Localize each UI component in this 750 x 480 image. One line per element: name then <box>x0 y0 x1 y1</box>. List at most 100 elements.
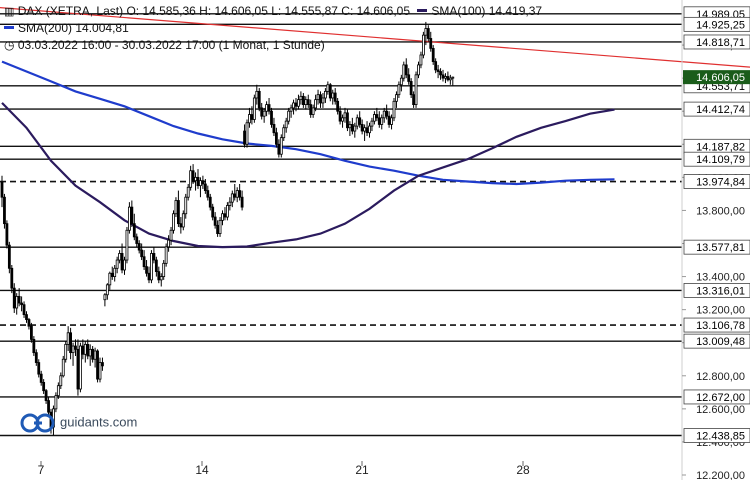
instrument-ohlc: DAX (XETRA, Last) O: 14.585,36 H: 14.606… <box>17 4 410 18</box>
candle-body <box>309 104 313 115</box>
candle-body <box>130 206 134 225</box>
candle-body <box>179 223 183 228</box>
candle-body <box>118 253 121 261</box>
candle-body <box>436 69 440 72</box>
candle-body <box>61 358 65 377</box>
candle-body <box>274 132 278 145</box>
candle-body <box>7 244 11 269</box>
candle-body <box>110 272 114 277</box>
candle-body <box>448 77 452 81</box>
candle-body <box>358 117 362 125</box>
candle-body <box>76 348 80 390</box>
candle-body <box>279 137 283 155</box>
candle-body <box>225 205 229 218</box>
candle-body <box>355 117 359 127</box>
candle-body <box>181 213 185 228</box>
candle-body <box>159 276 163 281</box>
candle-body <box>113 267 117 277</box>
candle-body <box>91 348 95 360</box>
candle-body <box>228 201 232 206</box>
candle-body <box>34 352 38 363</box>
y-tick-label: 13.400,00 <box>696 272 745 284</box>
last-price-box <box>683 70 750 85</box>
candle-body <box>368 125 371 134</box>
y-tick-label: 12.800,00 <box>696 371 745 383</box>
horizontal-levels <box>0 13 682 437</box>
level-label: 13.316,01 <box>696 285 745 297</box>
candle-body <box>333 92 337 102</box>
y-tick-label: 12.600,00 <box>696 404 745 416</box>
candle-body <box>434 61 438 71</box>
candle-body <box>115 259 119 269</box>
candle-body <box>328 84 332 99</box>
candle-body <box>284 120 288 129</box>
candle-body <box>194 176 197 182</box>
candle-body <box>238 190 242 198</box>
candle-body <box>233 193 237 198</box>
candle-body <box>32 339 36 354</box>
candle-body <box>304 99 308 105</box>
candle-body <box>184 196 188 215</box>
y-tick-label: 12.200,00 <box>696 470 745 480</box>
candle-body <box>22 304 26 316</box>
candle-body <box>12 287 16 309</box>
candle-body <box>395 94 398 102</box>
candle-body <box>404 64 408 76</box>
candle-body <box>199 180 202 187</box>
candle-body <box>39 373 43 383</box>
candle-body <box>407 74 411 82</box>
candle-body <box>392 100 396 119</box>
candle-body <box>301 95 305 106</box>
candle-body <box>282 127 286 139</box>
candle-body <box>176 200 180 225</box>
period-label: 03.03.2022 16:00 - 30.03.2022 17:00 (1 M… <box>17 38 325 52</box>
price-axis: 12.200,0012.400,0012.600,0012.800,0013.0… <box>681 0 750 480</box>
chart-type-icon: ▥ <box>4 6 15 18</box>
candle-body <box>56 385 60 397</box>
candle-body <box>297 99 300 107</box>
candle-body <box>37 362 41 375</box>
guidants-logo-text: guidants.com <box>60 414 138 430</box>
guidants-logo[interactable]: guidants.com <box>20 412 137 434</box>
resistance-trendline <box>0 7 750 68</box>
guidants-logo-icon <box>20 413 55 433</box>
candle-body <box>125 229 129 261</box>
candle-body <box>439 71 442 76</box>
candle-body <box>59 375 63 387</box>
x-tick-label: 21 <box>355 463 369 477</box>
level-label: 14.412,74 <box>696 104 745 116</box>
candle-body <box>230 193 234 203</box>
candle-body <box>426 28 430 39</box>
candle-body <box>17 296 21 304</box>
candle-body <box>86 343 90 357</box>
candle-body <box>201 180 205 185</box>
candle-body <box>216 224 220 234</box>
candle-body <box>252 97 256 120</box>
candle-body <box>123 259 126 271</box>
candle-body <box>451 76 455 79</box>
level-label: 13.106,78 <box>696 320 745 332</box>
candle-body <box>103 294 107 301</box>
sma200-header: SMA(200) 14.004,81 <box>4 21 129 35</box>
candle-body <box>83 343 87 355</box>
time-axis: 7 14 21 28 <box>38 461 530 477</box>
candle-body <box>316 94 320 101</box>
level-label: 13.974,84 <box>696 177 745 189</box>
candle-body <box>213 216 217 226</box>
sma100-line <box>1 102 615 249</box>
candle-body <box>294 102 298 107</box>
level-label: 12.438,85 <box>696 431 745 443</box>
candlesticks <box>0 21 455 436</box>
candle-body <box>223 213 227 218</box>
sma100-label: SMA(100) <box>431 4 486 18</box>
period-header: ◷ 03.03.2022 16:00 - 30.03.2022 17:00 (1… <box>4 38 325 52</box>
sma200-swatch <box>4 26 14 30</box>
candle-body <box>326 84 330 92</box>
candle-body <box>260 107 264 117</box>
candle-body <box>66 332 70 345</box>
candle-body <box>10 267 14 289</box>
candle-body <box>321 97 325 104</box>
candle-body <box>306 99 310 105</box>
clock-icon: ◷ <box>4 38 15 52</box>
